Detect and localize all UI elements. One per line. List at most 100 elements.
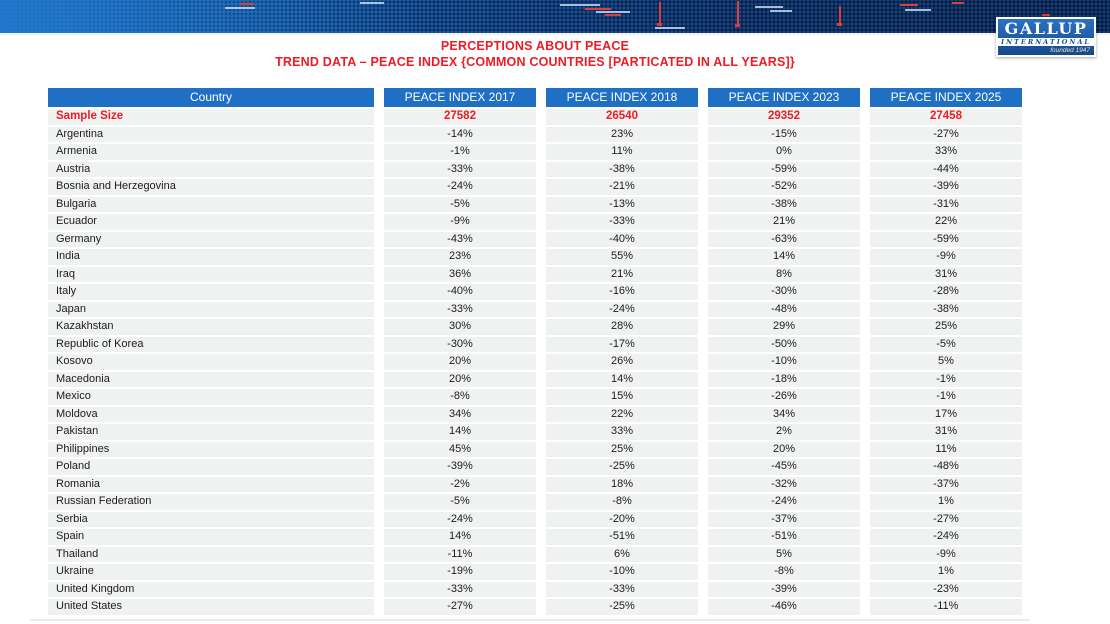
value-cell: -20% — [546, 511, 698, 527]
sample-size-value: 29352 — [708, 109, 860, 125]
value-cell: 23% — [384, 249, 536, 265]
value-cell: -9% — [870, 546, 1022, 562]
column-header: PEACE INDEX 2017 — [384, 88, 536, 107]
value-cell: -33% — [384, 161, 536, 177]
title-block: PERCEPTIONS ABOUT PEACE TREND DATA – PEA… — [0, 38, 1070, 70]
country-cell: Mexico — [48, 389, 374, 405]
sample-size-value: 26540 — [546, 109, 698, 125]
value-cell: -5% — [384, 494, 536, 510]
table-row: Ecuador -9% -33% 21% 22% — [48, 214, 1022, 230]
value-cell: -37% — [708, 511, 860, 527]
value-cell: -9% — [384, 214, 536, 230]
table-row: Austria -33% -38% -59% -44% — [48, 161, 1022, 177]
value-cell: -33% — [546, 581, 698, 597]
value-cell: 30% — [384, 319, 536, 335]
country-cell: Moldova — [48, 406, 374, 422]
sample-size-value: 27582 — [384, 109, 536, 125]
table-header-row: Country PEACE INDEX 2017 PEACE INDEX 2018 P… — [48, 88, 1022, 107]
table-row: United Kingdom -33% -33% -39% -23% — [48, 581, 1022, 597]
map-speck — [225, 7, 255, 9]
table-row: Italy -40% -16% -30% -28% — [48, 284, 1022, 300]
value-cell: -27% — [870, 511, 1022, 527]
country-cell: Argentina — [48, 126, 374, 142]
value-cell: -25% — [546, 599, 698, 615]
country-cell: India — [48, 249, 374, 265]
country-cell: Serbia — [48, 511, 374, 527]
value-cell: -30% — [708, 284, 860, 300]
value-cell: 31% — [870, 424, 1022, 440]
map-speck — [755, 6, 783, 8]
country-cell: Japan — [48, 301, 374, 317]
table-row: Macedonia 20% 14% -18% -1% — [48, 371, 1022, 387]
value-cell: -51% — [546, 529, 698, 545]
value-cell: 31% — [870, 266, 1022, 282]
country-cell: Macedonia — [48, 371, 374, 387]
table-row: Iraq 36% 21% 8% 31% — [48, 266, 1022, 282]
logo-name: GALLUP — [1004, 19, 1088, 38]
value-cell: -10% — [708, 354, 860, 370]
value-cell: 28% — [546, 319, 698, 335]
value-cell: -21% — [546, 179, 698, 195]
value-cell: -19% — [384, 564, 536, 580]
table-row: India 23% 55% 14% -9% — [48, 249, 1022, 265]
country-cell: Romania — [48, 476, 374, 492]
value-cell: -5% — [384, 196, 536, 212]
value-cell: -45% — [708, 459, 860, 475]
value-cell: -2% — [384, 476, 536, 492]
column-header: PEACE INDEX 2023 — [708, 88, 860, 107]
value-cell: -11% — [384, 546, 536, 562]
value-cell: 34% — [708, 406, 860, 422]
country-cell: Germany — [48, 231, 374, 247]
country-cell: Kazakhstan — [48, 319, 374, 335]
value-cell: 33% — [546, 424, 698, 440]
value-cell: 22% — [546, 406, 698, 422]
column-header-country: Country — [48, 88, 374, 107]
sample-size-row: Sample Size 27582 26540 29352 27458 — [48, 109, 1022, 125]
table-row: Mexico -8% 15% -26% -1% — [48, 389, 1022, 405]
table-row: Ukraine -19% -10% -8% 1% — [48, 564, 1022, 580]
value-cell: -59% — [870, 231, 1022, 247]
table-row: Philippines 45% 25% 20% 11% — [48, 441, 1022, 457]
value-cell: -1% — [870, 389, 1022, 405]
map-speck — [952, 2, 964, 4]
table-row: Serbia -24% -20% -37% -27% — [48, 511, 1022, 527]
value-cell: -59% — [708, 161, 860, 177]
sample-size-label: Sample Size — [48, 109, 374, 125]
table-row: Armenia -1% 11% 0% 33% — [48, 144, 1022, 160]
value-cell: -18% — [708, 371, 860, 387]
table-row: Moldova 34% 22% 34% 17% — [48, 406, 1022, 422]
country-cell: Armenia — [48, 144, 374, 160]
table-row: Germany -43% -40% -63% -59% — [48, 231, 1022, 247]
value-cell: 36% — [384, 266, 536, 282]
table-row: Bulgaria -5% -13% -38% -31% — [48, 196, 1022, 212]
value-cell: -38% — [546, 161, 698, 177]
value-cell: 14% — [384, 424, 536, 440]
value-cell: -1% — [384, 144, 536, 160]
map-speck — [360, 2, 384, 4]
table-row: Poland -39% -25% -45% -48% — [48, 459, 1022, 475]
value-cell: -46% — [708, 599, 860, 615]
table-row: Argentina -14% 23% -15% -27% — [48, 126, 1022, 142]
value-cell: -63% — [708, 231, 860, 247]
value-cell: -37% — [870, 476, 1022, 492]
value-cell: 1% — [870, 494, 1022, 510]
map-speck — [596, 11, 630, 13]
value-cell: -24% — [708, 494, 860, 510]
table-row: Kazakhstan 30% 28% 29% 25% — [48, 319, 1022, 335]
value-cell: -1% — [870, 371, 1022, 387]
map-speck — [735, 24, 740, 27]
value-cell: -8% — [384, 389, 536, 405]
map-speck — [560, 4, 600, 6]
page-subtitle: TREND DATA – PEACE INDEX {COMMON COUNTRI… — [275, 55, 795, 69]
table-row: Spain 14% -51% -51% -24% — [48, 529, 1022, 545]
value-cell: -8% — [546, 494, 698, 510]
column-header: PEACE INDEX 2018 — [546, 88, 698, 107]
value-cell: -33% — [384, 301, 536, 317]
map-speck — [605, 14, 621, 16]
value-cell: -39% — [384, 459, 536, 475]
sample-size-value: 27458 — [870, 109, 1022, 125]
value-cell: -30% — [384, 336, 536, 352]
value-cell: 14% — [384, 529, 536, 545]
value-cell: 5% — [870, 354, 1022, 370]
